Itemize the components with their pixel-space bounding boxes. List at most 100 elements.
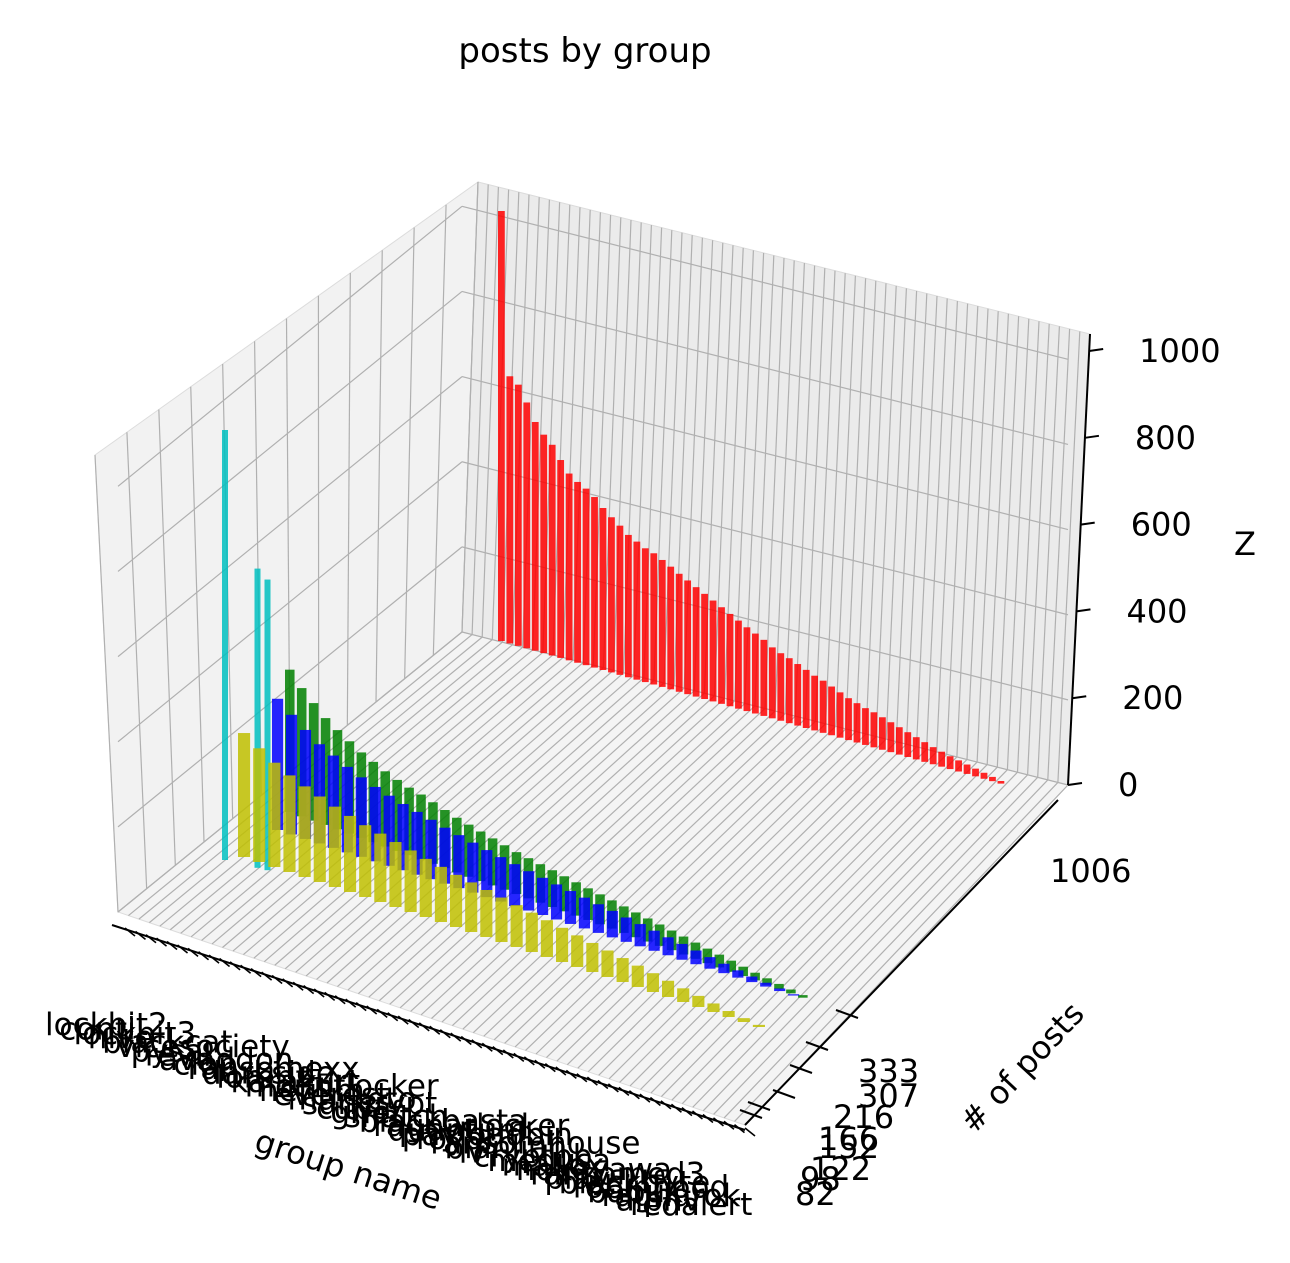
bar <box>578 897 590 929</box>
z-tick <box>1089 348 1104 353</box>
x-tick-label: blackcat <box>102 1025 232 1061</box>
bar <box>222 430 228 860</box>
x-tick <box>429 1025 441 1035</box>
grid-line <box>472 718 806 1034</box>
bar <box>972 768 979 777</box>
x-tick <box>229 961 241 971</box>
grid-line <box>368 692 705 998</box>
grid-line <box>845 278 867 729</box>
z-tick <box>1080 521 1095 526</box>
bar <box>574 481 581 663</box>
x-tick <box>733 1123 745 1134</box>
x-tick <box>628 1090 640 1100</box>
bar <box>870 712 878 748</box>
bar <box>557 460 565 658</box>
x-tick-label: bianlian <box>445 1130 568 1166</box>
bar <box>254 568 261 868</box>
bar <box>467 842 479 893</box>
x-tick <box>397 1015 409 1025</box>
bar <box>862 708 869 745</box>
x-tick <box>723 1120 735 1130</box>
grid-line <box>346 272 351 726</box>
grid-line <box>713 245 734 696</box>
grid-line <box>895 290 918 742</box>
x-tick-label: robinhood <box>573 1169 729 1205</box>
bar <box>389 842 402 907</box>
grid-line <box>702 774 1029 1112</box>
bar <box>616 958 629 982</box>
grid-line <box>158 409 176 866</box>
bar <box>921 742 929 762</box>
bar <box>514 384 522 646</box>
grid-line <box>629 756 958 1087</box>
grid-line <box>546 736 877 1058</box>
bar <box>752 633 759 714</box>
bar <box>283 775 296 872</box>
x-tick <box>618 1086 630 1096</box>
bar <box>726 613 734 707</box>
bar <box>495 857 507 902</box>
x-tick-label: alphv <box>616 1183 701 1219</box>
bar <box>718 963 730 974</box>
bar <box>726 960 737 972</box>
grid-line <box>734 782 1059 1122</box>
grid-line <box>94 454 119 913</box>
bar <box>480 889 493 937</box>
x-tick <box>387 1012 399 1022</box>
bar <box>564 891 577 924</box>
bar <box>722 1011 735 1017</box>
bar <box>481 850 493 898</box>
grid-line <box>305 677 645 977</box>
x-tick-label: ragnarok <box>601 1178 740 1214</box>
x-tick <box>313 988 325 998</box>
y-tick-label: 216 <box>833 1098 894 1136</box>
y-axis-label: # of posts <box>952 995 1091 1141</box>
x-tick <box>240 964 252 974</box>
x-tick-label: cryptbb <box>473 1139 592 1175</box>
bar <box>938 751 946 767</box>
bar <box>786 989 796 994</box>
x-tick <box>187 947 199 957</box>
bar <box>684 580 692 695</box>
bar <box>732 970 744 978</box>
z-tick-label: 1000 <box>1139 332 1220 370</box>
x-tick-label: mallox <box>502 1147 605 1183</box>
x-tick <box>744 1127 756 1137</box>
grid-line <box>814 270 836 722</box>
bar <box>760 982 772 987</box>
grid-line <box>337 685 675 987</box>
x-tick <box>565 1069 577 1079</box>
bar <box>327 755 339 848</box>
x-tick <box>471 1039 483 1049</box>
grid-line <box>326 682 665 984</box>
x-tick <box>124 927 136 937</box>
grid-line <box>462 715 796 1030</box>
grid-line <box>117 461 463 743</box>
grid-line <box>825 273 846 724</box>
x-tick-label: ransomed3 <box>530 1156 705 1192</box>
x-tick-label: suncrypt <box>302 1086 437 1122</box>
y-tick <box>739 1109 763 1119</box>
y-tick-label: 307 <box>858 1077 919 1115</box>
grid-line <box>976 311 999 763</box>
grid-line <box>650 761 978 1094</box>
bar <box>642 918 653 942</box>
bar <box>980 772 988 779</box>
grid-line <box>640 759 968 1090</box>
y-tick-label: 82 <box>795 1175 836 1213</box>
x-tick-label: avaddon <box>159 1042 293 1078</box>
grid-line <box>855 280 877 732</box>
bar <box>313 796 326 882</box>
x-tick <box>597 1079 609 1090</box>
grid-line <box>493 723 827 1041</box>
bar <box>798 995 808 998</box>
bar <box>523 871 535 911</box>
bar <box>662 937 674 956</box>
bar <box>709 600 717 702</box>
grid-line <box>432 204 447 656</box>
grid-line <box>190 386 205 843</box>
grid-line <box>885 288 907 740</box>
grid-line <box>431 708 766 1019</box>
x-tick <box>702 1113 714 1124</box>
bar <box>904 732 912 757</box>
